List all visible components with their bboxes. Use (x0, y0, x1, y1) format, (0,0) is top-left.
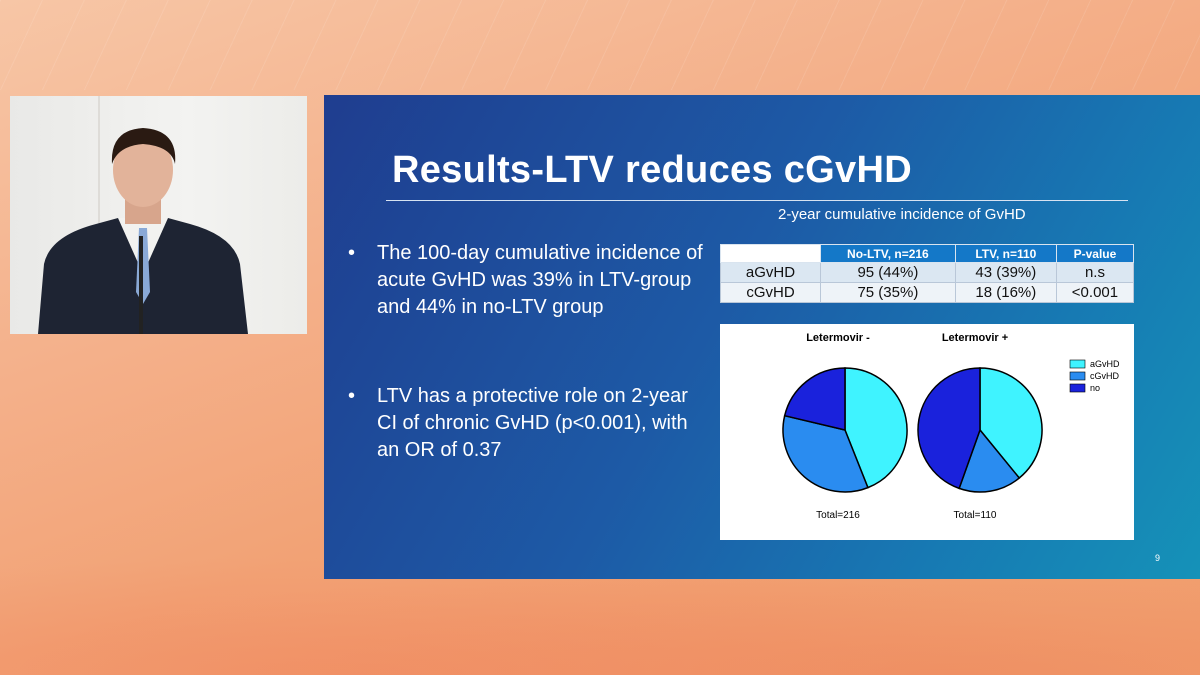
table-row: cGvHD 75 (35%) 18 (16%) <0.001 (720, 282, 1135, 303)
bullet-item: • The 100-day cumulative incidence of ac… (346, 240, 711, 321)
legend-label: cGvHD (1090, 371, 1120, 381)
slide-title: Results-LTV reduces cGvHD (392, 149, 912, 191)
header-cell (720, 244, 821, 263)
bullet-list: • The 100-day cumulative incidence of ac… (346, 240, 711, 464)
header-cell: P-value (1055, 244, 1135, 263)
table-cell: 95 (44%) (820, 262, 956, 283)
pie-charts: Letermovir - Total=216 Letermovir + Total=1… (782, 332, 1120, 521)
pie-slice (782, 414, 869, 493)
speaker-figure (38, 128, 248, 334)
table-cell: 43 (39%) (954, 262, 1057, 283)
wall-edge (98, 96, 100, 334)
row-label: cGvHD (720, 282, 821, 303)
bullet-text: The 100-day cumulative incidence of acut… (377, 242, 703, 318)
pie-total-label: Total=216 (816, 510, 860, 521)
row-label: aGvHD (720, 262, 821, 283)
pie-chart-panel: Letermovir - Total=216 Letermovir + Total=1… (720, 324, 1134, 540)
slide-number: 9 (1155, 553, 1161, 563)
legend-swatch (1069, 359, 1086, 369)
table-row: aGvHD 95 (44%) 43 (39%) n.s (720, 262, 1135, 283)
legend-label: no (1090, 383, 1100, 393)
title-divider (386, 200, 1128, 201)
speaker-video (10, 96, 307, 334)
pie-title: Letermovir + (942, 332, 1008, 344)
header-cell: No-LTV, n=216 (820, 244, 956, 263)
bullet-marker: • (348, 242, 356, 264)
pie-slice (783, 367, 846, 431)
pie-slice (958, 428, 1021, 493)
table-header-row: No-LTV, n=216 LTV, n=110 P-value (720, 244, 1135, 263)
table-cell: n.s (1055, 262, 1135, 283)
presentation-slide: Results-LTV reduces cGvHD • The 100-day … (324, 95, 1200, 579)
background-pattern (0, 0, 1200, 90)
legend-swatch (1069, 383, 1086, 393)
results-table: No-LTV, n=216 LTV, n=110 P-value aGvHD 9… (720, 244, 1135, 303)
pie-title: Letermovir - (806, 332, 870, 344)
legend-label: aGvHD (1090, 359, 1120, 369)
legend-swatch (1069, 371, 1086, 381)
table-cell: <0.001 (1055, 282, 1135, 303)
pie-slice (979, 367, 1043, 480)
table-cell: 18 (16%) (954, 282, 1057, 303)
pie-slice (844, 367, 908, 489)
header-cell: LTV, n=110 (954, 244, 1057, 263)
pie-total-label: Total=110 (954, 510, 997, 521)
bullet-text: LTV has a protective role on 2-year CI o… (377, 385, 688, 461)
bullet-marker: • (348, 385, 356, 407)
table-cell: 75 (35%) (820, 282, 956, 303)
bullet-item: • LTV has a protective role on 2-year CI… (346, 383, 711, 464)
table-caption: 2-year cumulative incidence of GvHD (778, 206, 1026, 223)
pie-slice (917, 367, 981, 490)
